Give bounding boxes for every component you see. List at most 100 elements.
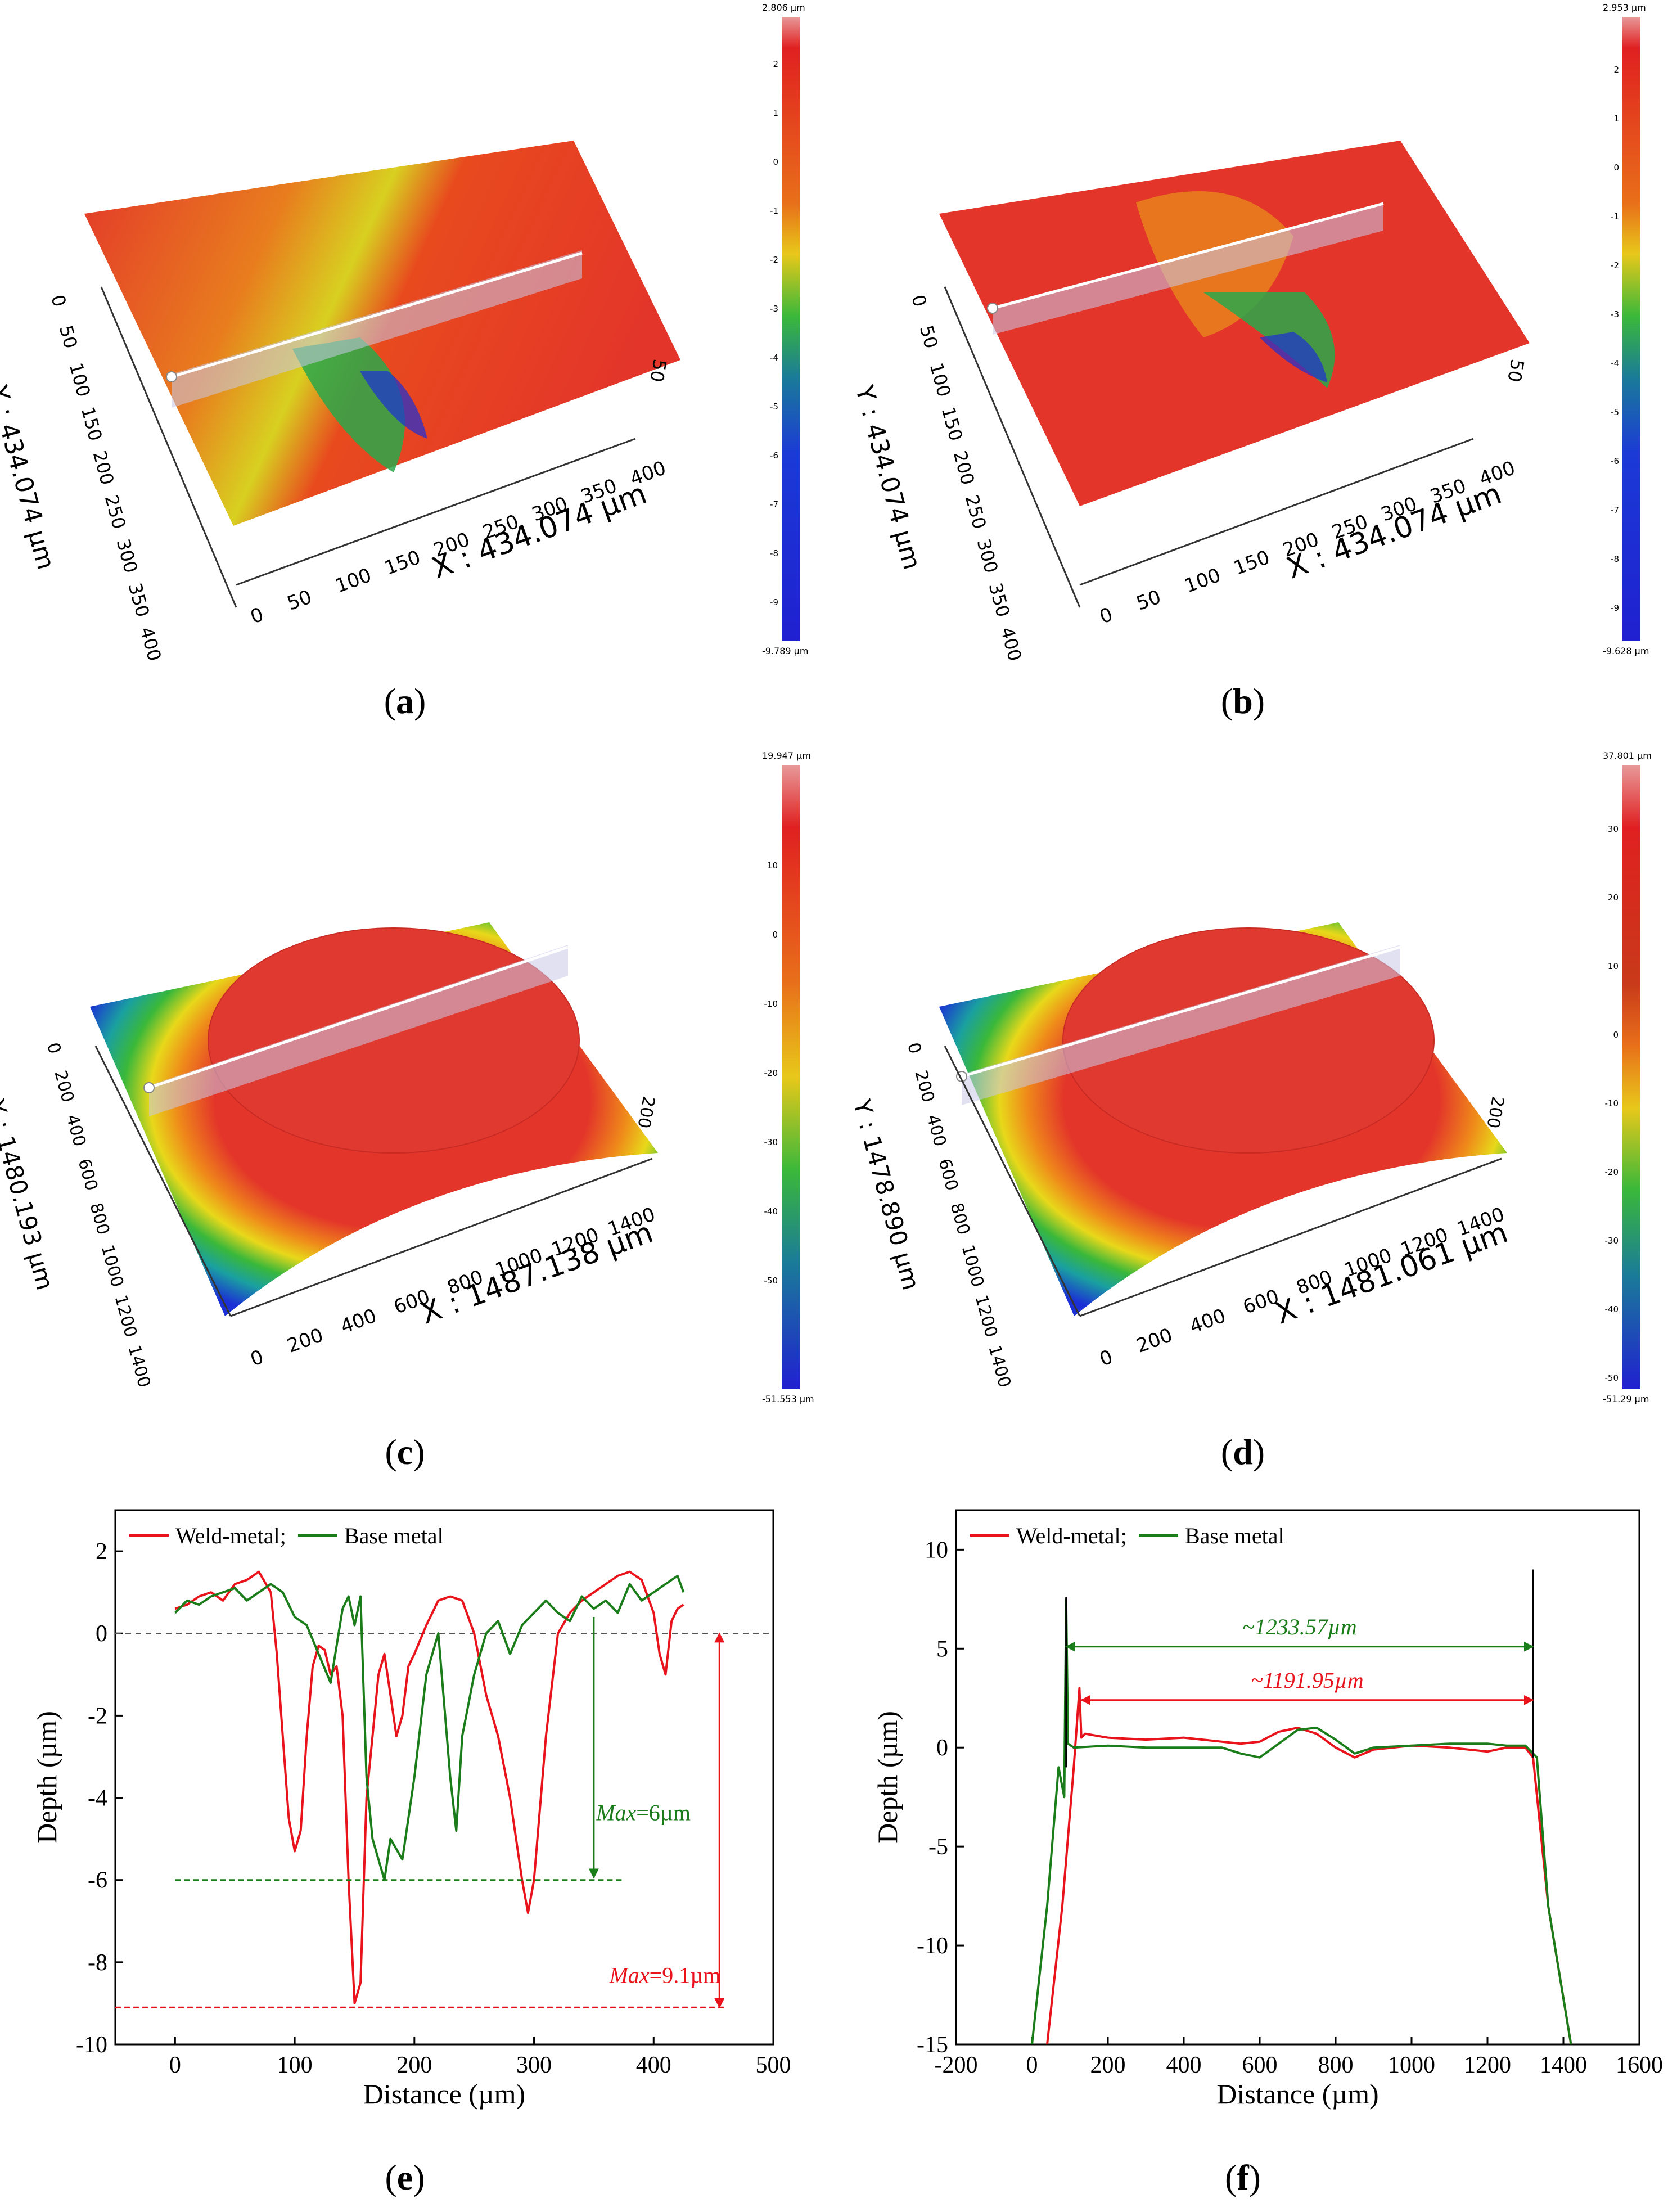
legend-label-base: Base metal <box>344 1523 444 1548</box>
y-ticks-d: 0200400600800100012001400 <box>903 1040 1015 1390</box>
y-tick-label: -2 <box>88 1703 107 1729</box>
x-tick-label: 1400 <box>1540 2052 1587 2078</box>
y-axis-title: Depth (µm) <box>31 1711 62 1844</box>
x-tick-label: 300 <box>516 2052 552 2078</box>
x-axis-title: Distance (µm) <box>363 2078 525 2110</box>
section-line-a <box>171 251 583 379</box>
scale-ticks-c: 10 0 -10 -20 -30 -40 -50 <box>764 861 778 1286</box>
scale-min-d: -51.29 µm <box>1603 1394 1649 1404</box>
surface-labels-c: X : 1487.138 µm Y : 1480.193 µm 02004006… <box>0 748 838 1474</box>
surface-panel-a <box>0 0 838 726</box>
scale-max-a: 2.806 µm <box>762 2 805 13</box>
scale-min-b: -9.628 µm <box>1603 646 1649 656</box>
scale-max-d: 37.801 µm <box>1603 750 1652 761</box>
y-ticks-b: 050100150200250300350400 <box>907 292 1026 664</box>
width-label-base: ~1233.57µm <box>1242 1614 1357 1639</box>
x-ticks-d: 0200400600800100012001400 <box>1097 1203 1508 1371</box>
y-tick-label: 0 <box>96 1621 107 1647</box>
side-tick-a: 50 <box>646 357 671 384</box>
surface-svg-b <box>939 17 1640 641</box>
surface-svg-c <box>90 765 800 1389</box>
y-tick-label: 10 <box>925 1537 948 1563</box>
y-tick-label: 2 <box>96 1539 107 1565</box>
y-tick-label: -6 <box>88 1868 107 1894</box>
y-tick-label: -15 <box>917 2032 948 2058</box>
surface-svg-a <box>84 17 800 641</box>
surface-panel-d <box>844 748 1677 1474</box>
x-tick-label: -200 <box>935 2052 978 2078</box>
x-tick-label: 400 <box>1166 2052 1202 2078</box>
section-line-b <box>992 202 1384 310</box>
side-tick-d: 200 <box>1482 1094 1508 1130</box>
surface-labels-a: X : 434.074 µm Y : 434.074 µm 0501001502… <box>0 0 838 726</box>
scale-ticks-a: 2 1 0 -1 -2 -3 -4 -5 -6 -7 -8 -9 <box>770 59 778 607</box>
x-tick-label: 0 <box>1026 2052 1038 2078</box>
y-axis-title-c: Y : 1480.193 µm <box>0 1097 60 1293</box>
x-ticks-c: 0200400600800100012001400 <box>247 1203 659 1371</box>
max-depth-label-base: Max=6µm <box>596 1800 691 1826</box>
y-tick-label: -10 <box>917 1933 948 1959</box>
x-tick-label: 600 <box>1242 2052 1278 2078</box>
section-plane-a <box>172 250 582 408</box>
x-tick-label: 100 <box>277 2052 313 2078</box>
surface-panel-b <box>844 0 1677 726</box>
surface-svg-d <box>939 765 1640 1389</box>
scale-ticks-d: 30 20 10 0 -10 -20 -30 -40 -50 <box>1604 824 1619 1383</box>
scale-ticks-b: 2 1 0 -1 -2 -3 -4 -5 -6 -7 -8 -9 <box>1611 65 1619 613</box>
x-tick-label: 800 <box>1318 2052 1354 2078</box>
depth-profile-chart-e: 0 100 200 300 400 500 -10 -8 -6 -4 -2 0 2 Distance (µ… <box>31 1509 791 2110</box>
x-ticks-b: 050100150200250300350400 <box>1097 457 1518 629</box>
color-scale-d <box>1622 765 1640 1389</box>
depth-profile-chart-f: -200 0 200 400 600 800 1000 1200 1400 1600 -15 -10 -… <box>872 1509 1663 2110</box>
legend-label-weld: Weld-metal; <box>1016 1523 1127 1548</box>
y-tick-label: -10 <box>76 2032 107 2058</box>
section-plane-c <box>149 945 568 1116</box>
color-scale-b <box>1622 17 1640 641</box>
y-ticks-a: 050100150200250300350400 <box>47 292 166 664</box>
x-tick-label: 200 <box>1090 2052 1126 2078</box>
y-ticks-c: 0200400600800100012001400 <box>43 1040 154 1390</box>
y-axis-title-d: Y : 1478.890 µm <box>847 1097 926 1293</box>
x-tick-label: 1000 <box>1388 2052 1435 2078</box>
surface-b <box>939 141 1530 506</box>
y-axis-title-a: Y : 434.074 µm <box>0 382 61 573</box>
x-tick-label: 0 <box>169 2052 181 2078</box>
y-tick-label: -8 <box>88 1950 107 1976</box>
section-line-c <box>148 945 569 1089</box>
series-line-weld-metal <box>174 1570 684 2004</box>
x-axis-title: Distance (µm) <box>1216 2078 1378 2110</box>
side-tick-b: 50 <box>1503 357 1529 384</box>
width-label-weld: ~1191.95µm <box>1251 1668 1364 1693</box>
legend-label-base: Base metal <box>1185 1523 1284 1548</box>
x-ticks-a: 050100150200250300350400 <box>247 457 669 629</box>
caption-d: (d) <box>1220 1432 1265 1472</box>
caption-c: (c) <box>385 1432 425 1472</box>
scale-min-c: -51.553 µm <box>762 1394 814 1404</box>
surface-labels-d: X : 1481.061 µm Y : 1478.890 µm 02004006… <box>844 748 1677 1474</box>
y-tick-label: -4 <box>88 1786 107 1812</box>
x-tick-label: 400 <box>636 2052 671 2078</box>
caption-f: (f) <box>1225 2157 1261 2197</box>
surface-labels-b: X : 434.074 µm Y : 434.074 µm 0501001502… <box>844 0 1677 726</box>
x-tick-label: 1600 <box>1616 2052 1663 2078</box>
caption-a: (a) <box>384 681 426 721</box>
plot-frame <box>955 1509 1640 2046</box>
surface-panel-c <box>0 748 838 1474</box>
caption-e: (e) <box>385 2157 425 2197</box>
series-line-weld-metal <box>1046 1687 1572 2045</box>
color-scale-a <box>782 17 800 641</box>
scale-min-a: -9.789 µm <box>762 646 809 656</box>
y-axis-title: Depth (µm) <box>872 1711 903 1844</box>
series-line-base-metal <box>174 1574 685 1881</box>
y-tick-label: -5 <box>928 1834 948 1860</box>
y-tick-label: 0 <box>936 1735 948 1761</box>
scale-max-c: 19.947 µm <box>762 750 811 761</box>
section-plane-b <box>993 202 1383 335</box>
color-scale-c <box>782 765 800 1389</box>
side-tick-c: 200 <box>633 1094 659 1130</box>
caption-b: (b) <box>1220 681 1265 721</box>
y-axis-title-b: Y : 434.074 µm <box>849 382 927 573</box>
y-tick-label: 5 <box>936 1636 948 1662</box>
section-line-d <box>961 945 1401 1078</box>
legend-label-weld: Weld-metal; <box>175 1523 286 1548</box>
